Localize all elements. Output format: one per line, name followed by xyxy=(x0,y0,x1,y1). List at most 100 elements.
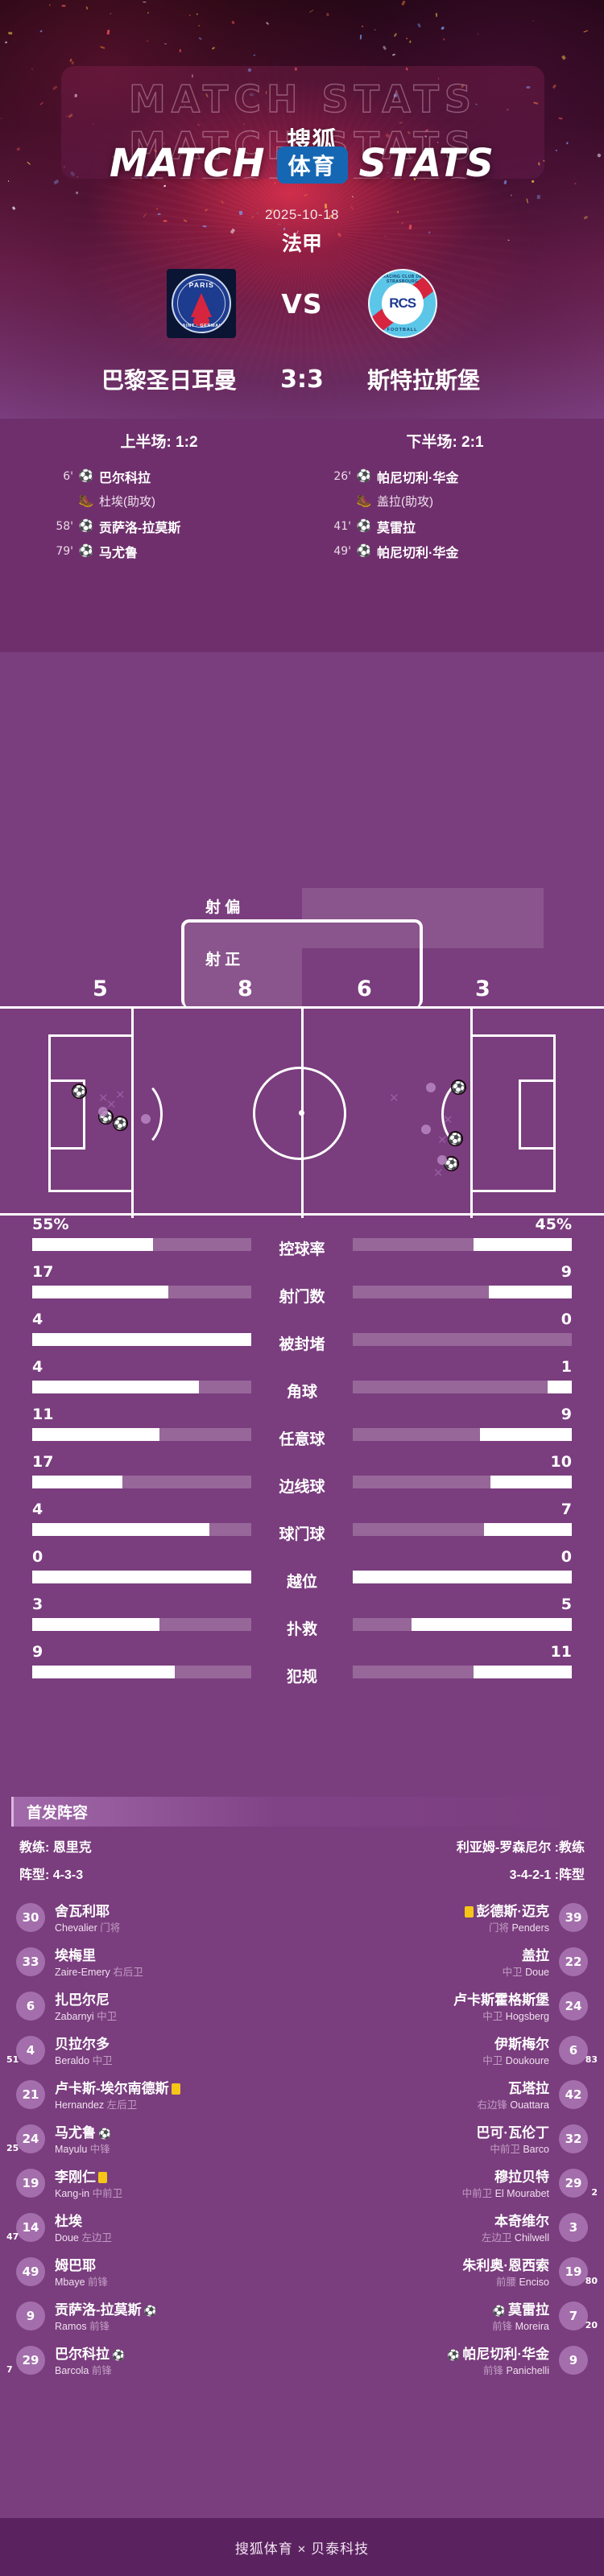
event-player-name: 巴尔科拉 xyxy=(99,471,151,485)
stat-home-value: 55% xyxy=(32,1216,69,1233)
event-player-name: 杜埃(助攻) xyxy=(99,495,155,509)
title-word-match: MATCH xyxy=(110,141,266,186)
stat-label: 扑救 xyxy=(286,1621,317,1638)
player-position: 中卫 xyxy=(502,1967,523,1978)
on-target-frame xyxy=(181,919,423,1008)
player-left: 6 扎巴尔尼 Zabarnyi 中卫 xyxy=(5,1986,303,2030)
goal-icon: ⚽ xyxy=(78,469,94,483)
pitch-diagram: ✕ ✕ ✕ ✕ ✕ ✕ ✕ xyxy=(0,1006,604,1218)
home-team-crest: PARIS SAINT · GERMAIN xyxy=(167,269,237,338)
stat-away-value: 1 xyxy=(561,1358,572,1376)
goal-icon: ⚽ xyxy=(112,2349,126,2361)
stat-home-bar xyxy=(32,1666,251,1678)
player-name-cn: 舍瓦利耶 xyxy=(55,1904,110,1919)
player-row: 19 李刚仁 Kang-in 中前卫 29 2 穆拉贝特 中前卫 El Mourabet xyxy=(0,2163,604,2207)
stat-away-bar xyxy=(353,1666,572,1678)
player-position: 中卫 xyxy=(97,2011,118,2022)
player-position: 中卫 xyxy=(92,2055,113,2066)
shot-goal-marker xyxy=(72,1084,87,1099)
on-target-label: 射 正 xyxy=(205,952,241,968)
stat-home-bar xyxy=(32,1381,251,1393)
player-left: 49 姆巴耶 Mbaye 前锋 xyxy=(5,2252,303,2296)
player-position: 右后卫 xyxy=(113,1967,143,1978)
player-position: 左边卫 xyxy=(81,2232,112,2244)
player-name: 巴可·瓦伦丁 xyxy=(476,2121,549,2141)
player-meta: 前锋 Panichelli xyxy=(483,2362,549,2377)
player-name-cn: 巴可·瓦伦丁 xyxy=(476,2125,549,2140)
player-left: 4 51 贝拉尔多 Beraldo 中卫 xyxy=(5,2030,303,2074)
player-name-en: Chevalier xyxy=(55,1922,97,1934)
player-number: 24 xyxy=(16,2124,45,2153)
stat-comparison-list: 55% 45% 控球率 17 9 射门数 4 0 被封堵 4 1 角球 11 9 任意球 17 10 边线球 4 7 球… xyxy=(0,1216,604,1690)
stat-home-bar xyxy=(32,1523,251,1536)
home-on-target-value: 8 xyxy=(238,976,253,1001)
goal-icon: ⚽ xyxy=(447,2349,461,2361)
player-meta: 中前卫 El Mourabet xyxy=(462,2185,549,2200)
player-name-cn: 贝拉尔多 xyxy=(55,2037,110,2052)
player-name: 瓦塔拉 xyxy=(508,2077,549,2097)
player-right: 42 瓦塔拉 右边锋 Ouattara xyxy=(301,2074,599,2119)
stat-home-bar xyxy=(32,1571,251,1583)
stat-home-value: 4 xyxy=(32,1358,43,1376)
player-name: 本奇维尔 xyxy=(494,2210,549,2230)
player-position: 中前卫 xyxy=(461,2188,493,2199)
event-minute: 41' xyxy=(333,519,351,533)
player-name-en: Hernandez xyxy=(55,2099,105,2111)
player-name: 姆巴耶 xyxy=(55,2254,96,2274)
stat-home-bar xyxy=(32,1476,251,1488)
player-name: 贡萨洛-拉莫斯 ⚽ xyxy=(55,2298,159,2318)
stat-away-value: 5 xyxy=(561,1596,572,1613)
substitution-minute: 51 xyxy=(6,2054,19,2065)
player-name: 朱利奥·恩西索 xyxy=(462,2254,549,2274)
player-number: 32 xyxy=(559,2124,588,2153)
stat-home-value: 3 xyxy=(32,1596,43,1613)
stat-away-value: 9 xyxy=(561,1406,572,1423)
player-position: 右边锋 xyxy=(477,2099,507,2111)
match-league: 法甲 xyxy=(281,233,322,255)
player-name-cn: 巴尔科拉 xyxy=(55,2347,110,2362)
player-name: 马尤鲁 ⚽ xyxy=(55,2121,114,2141)
player-meta: 中前卫 Barco xyxy=(490,2140,549,2156)
stat-away-value: 9 xyxy=(561,1263,572,1281)
player-name-en: Barcola xyxy=(55,2365,89,2376)
stat-label: 球门球 xyxy=(279,1526,325,1543)
player-left: 33 埃梅里 Zaire-Emery 右后卫 xyxy=(5,1942,303,1986)
player-name-en: Zaire-Emery xyxy=(55,1967,110,1978)
player-name-en: Zabarnyi xyxy=(55,2011,94,2022)
player-name-cn: 姆巴耶 xyxy=(55,2258,96,2273)
player-row: 49 姆巴耶 Mbaye 前锋 19 80 朱利奥·恩西索 前腰 Enciso xyxy=(0,2252,604,2296)
stat-label: 任意球 xyxy=(279,1431,325,1448)
player-name: 彭德斯·迈克 xyxy=(462,1900,549,1920)
event-minute: 49' xyxy=(333,544,351,558)
stat-label: 边线球 xyxy=(279,1479,325,1496)
shot-goal-marker xyxy=(451,1080,466,1095)
crest-rcs-text: RCS xyxy=(389,295,416,311)
player-name-cn: 本奇维尔 xyxy=(494,2214,549,2229)
stat-row: 0 0 越位 xyxy=(0,1548,604,1596)
player-position: 中锋 xyxy=(89,2144,110,2155)
player-row: 24 25 马尤鲁 ⚽ Mayulu 中锋 32 巴可·瓦伦丁 中前卫 Barco xyxy=(0,2119,604,2163)
stat-away-bar xyxy=(353,1286,572,1298)
player-meta: 中卫 Hogsberg xyxy=(482,2008,549,2023)
player-row: 4 51 贝拉尔多 Beraldo 中卫 6 83 伊斯梅尔 中卫 Doukoure xyxy=(0,2030,604,2074)
goal-icon: ⚽ xyxy=(356,469,372,483)
player-meta: 门将 Penders xyxy=(489,1919,549,1934)
player-left: 9 贡萨洛-拉莫斯 ⚽ Ramos 前锋 xyxy=(5,2296,303,2340)
substitution-minute: 20 xyxy=(585,2320,598,2330)
shot-goal-marker xyxy=(448,1131,463,1146)
player-right: 39 彭德斯·迈克 门将 Penders xyxy=(301,1897,599,1942)
player-left: 24 25 马尤鲁 ⚽ Mayulu 中锋 xyxy=(5,2119,303,2163)
event-player-name: 帕尼切利·华金 xyxy=(377,546,459,560)
player-right: 6 83 伊斯梅尔 中卫 Doukoure xyxy=(301,2030,599,2074)
crest-row: PARIS SAINT · GERMAIN VS RCS RACING CLUB… xyxy=(0,256,604,351)
away-team-name: 斯特拉斯堡 xyxy=(367,368,481,393)
player-meta: 中卫 Doue xyxy=(503,1963,549,1979)
away-formation: 3-4-2-1 :阵型 xyxy=(509,1868,585,1882)
yellow-card-icon xyxy=(98,2172,107,2183)
player-name-cn: 卢卡斯-埃尔南德斯 xyxy=(55,2081,169,2096)
player-position: 前锋 xyxy=(482,2365,503,2376)
stat-home-value: 17 xyxy=(32,1263,54,1281)
on-target-highlight xyxy=(181,923,302,1008)
player-name: 伊斯梅尔 xyxy=(494,2033,549,2053)
player-position: 前锋 xyxy=(88,2277,109,2288)
